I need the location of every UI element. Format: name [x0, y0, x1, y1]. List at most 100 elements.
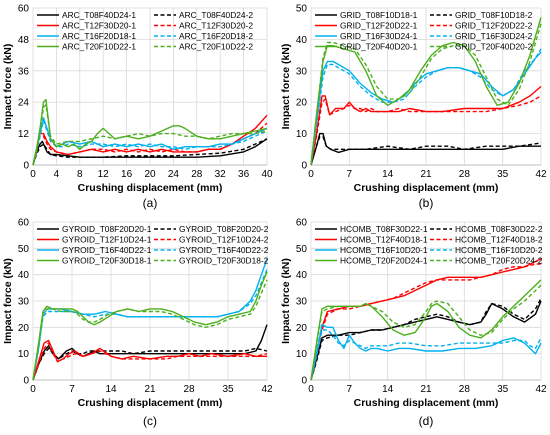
y-tick-label: 50: [18, 244, 30, 255]
x-tick-label: 28: [183, 384, 195, 395]
series-line: [32, 269, 268, 381]
panel-label: (a): [143, 196, 158, 210]
legend-entry: HCOMB_T12F40D18-1: [340, 235, 428, 245]
x-tick-label: 42: [261, 384, 273, 395]
legend-entry: HCOMB_T08F30D22-2: [455, 224, 543, 234]
x-tick-label: 0: [30, 384, 36, 395]
x-axis-label: Crushing displacement (mm): [78, 182, 223, 194]
y-tick-label: 40: [18, 270, 30, 281]
series-line: [310, 48, 542, 166]
series-line: [32, 271, 268, 381]
series-line: [32, 138, 268, 166]
legend-entry: GYROID_T20F30D18-1: [62, 256, 152, 266]
x-tick-label: 7: [69, 384, 75, 395]
x-tick-label: 28: [191, 169, 203, 180]
x-tick-label: 0: [308, 169, 314, 180]
legend-entry: HCOMB_T12F40D18-2: [455, 235, 543, 245]
x-tick-label: 14: [382, 384, 394, 395]
legend-entry: ARC_T16F20D18-2: [179, 31, 253, 41]
x-tick-label: 20: [144, 169, 156, 180]
x-axis-label: Crushing displacement (mm): [78, 397, 223, 409]
y-tick-label: 50: [296, 4, 308, 15]
x-tick-label: 21: [420, 384, 432, 395]
series-line: [310, 263, 541, 381]
x-tick-label: 0: [308, 384, 314, 395]
legend-entry: GRID_T12F20D22-1: [340, 21, 418, 31]
x-tick-label: 28: [459, 169, 471, 180]
y-tick-label: 30: [296, 66, 308, 77]
y-tick-label: 12: [18, 129, 30, 140]
x-tick-label: 14: [105, 384, 117, 395]
series-line: [32, 117, 268, 166]
x-tick-label: 40: [261, 169, 273, 180]
legend-entry: ARC_T12F30D20-1: [62, 21, 136, 31]
x-tick-label: 12: [98, 169, 110, 180]
legend-entry: GRID_T08F10D18-2: [455, 10, 533, 20]
y-tick-label: 10: [296, 129, 308, 140]
y-tick-label: 36: [18, 66, 30, 77]
panel-label: (b): [419, 196, 434, 210]
series-line: [32, 279, 268, 381]
series-line: [310, 284, 542, 381]
legend-entry: ARC_T08F40D24-2: [179, 10, 253, 20]
y-tick-label: 50: [296, 244, 308, 255]
y-tick-label: 0: [301, 376, 307, 387]
series-line: [32, 104, 268, 166]
legend-entry: GRID_T20F40D20-1: [340, 42, 418, 52]
legend-entry: GRID_T16F30D24-2: [455, 31, 533, 41]
y-tick-label: 30: [296, 297, 308, 308]
x-tick-label: 8: [77, 169, 83, 180]
y-tick-label: 0: [23, 161, 29, 172]
x-tick-label: 28: [459, 384, 471, 395]
x-tick-label: 7: [347, 169, 353, 180]
series-line: [32, 342, 268, 381]
x-tick-label: 42: [535, 169, 547, 180]
x-tick-label: 7: [347, 384, 353, 395]
y-tick-label: 20: [18, 323, 30, 334]
series-line: [310, 95, 542, 166]
y-tick-label: 40: [296, 270, 308, 281]
series-line: [310, 23, 542, 166]
legend-entry: GYROID_T16F40D22-1: [62, 245, 152, 255]
x-tick-label: 36: [238, 169, 250, 180]
x-tick-label: 21: [144, 384, 156, 395]
x-tick-label: 42: [535, 384, 547, 395]
y-axis-label: Impact force (kN): [280, 258, 292, 344]
legend-entry: ARC_T08F40D24-1: [62, 10, 136, 20]
series-line: [310, 51, 542, 166]
legend-entry: GRID_T20F40D20-2: [455, 42, 533, 52]
legend-entry: GYROID_T12F10D24-2: [179, 235, 269, 245]
x-tick-label: 35: [222, 384, 234, 395]
panel-label: (c): [143, 414, 157, 428]
legend-entry: HCOMB_T16F10D20-2: [455, 245, 543, 255]
legend-entry: GYROID_T20F30D18-2: [179, 256, 269, 266]
series-line: [310, 329, 542, 381]
legend-entry: HCOMB_T20F20D24-2: [455, 256, 543, 266]
x-tick-label: 24: [168, 169, 180, 180]
x-axis-label: Crushing displacement (mm): [354, 397, 499, 409]
legend-entry: GRID_T08F10D18-1: [340, 10, 418, 20]
legend-entry: GRID_T16F30D24-1: [340, 31, 418, 41]
legend-entry: ARC_T12F30D20-2: [179, 21, 253, 31]
x-tick-label: 35: [497, 384, 509, 395]
legend-entry: ARC_T20F10D22-1: [62, 42, 136, 52]
y-tick-label: 30: [18, 297, 30, 308]
panel-label: (d): [419, 414, 434, 428]
y-tick-label: 40: [296, 35, 308, 46]
y-tick-label: 0: [301, 161, 307, 172]
legend-entry: ARC_T16F20D18-1: [62, 31, 136, 41]
y-axis-label: Impact force (kN): [2, 258, 14, 344]
y-tick-label: 0: [23, 376, 29, 387]
y-axis-label: Impact force (kN): [280, 44, 292, 130]
y-tick-label: 10: [296, 349, 308, 360]
x-tick-label: 14: [382, 169, 394, 180]
legend-entry: GYROID_T08F20D20-2: [179, 224, 269, 234]
legend-entry: GYROID_T08F20D20-1: [62, 224, 152, 234]
y-tick-label: 20: [296, 98, 308, 109]
series-line: [32, 122, 268, 166]
series-line: [310, 132, 541, 166]
chart-panel-c: 0 10 20 30 40 50 60 0 7 14 21 28 35 42 GYROID_T08F20D2…: [2, 218, 273, 429]
